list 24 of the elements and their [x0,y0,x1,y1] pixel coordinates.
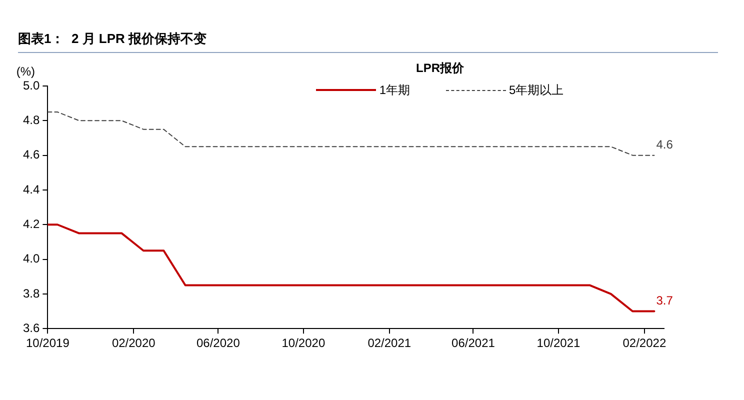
x-tick-label: 10/2020 [282,336,326,350]
x-tick-label: 10/2021 [536,336,580,350]
y-tick-label: 3.8 [22,286,40,300]
x-tick-label: 02/2020 [112,336,156,350]
legend-label: 1年期 [379,82,410,98]
y-tick-label: 4.2 [22,216,40,231]
x-tick-label: 10/2019 [26,336,70,350]
y-tick-label: 4.8 [22,112,40,127]
x-tick-label: 02/2021 [368,336,412,350]
annotation: 4.6 [656,138,674,152]
y-tick-label: 4.0 [22,252,40,266]
x-tick-label: 02/2022 [622,336,666,350]
y-tick-label: 4.4 [22,182,40,196]
y-tick-label: 5.0 [22,78,40,92]
y-tick-label: 3.6 [22,320,40,335]
legend-label: 5年期以上 [509,82,564,99]
y-axis-title: (%) [16,64,36,78]
y-tick-label: 4.6 [22,148,40,162]
legend-title: LPR报价 [415,60,465,77]
line-series [48,111,655,156]
x-tick-label: 06/2021 [452,336,496,350]
chart-title: 图表1： 2 月 LPR 报价保持不变 [18,30,718,53]
annotation: 3.7 [656,294,674,308]
x-tick-label: 06/2020 [196,336,240,350]
